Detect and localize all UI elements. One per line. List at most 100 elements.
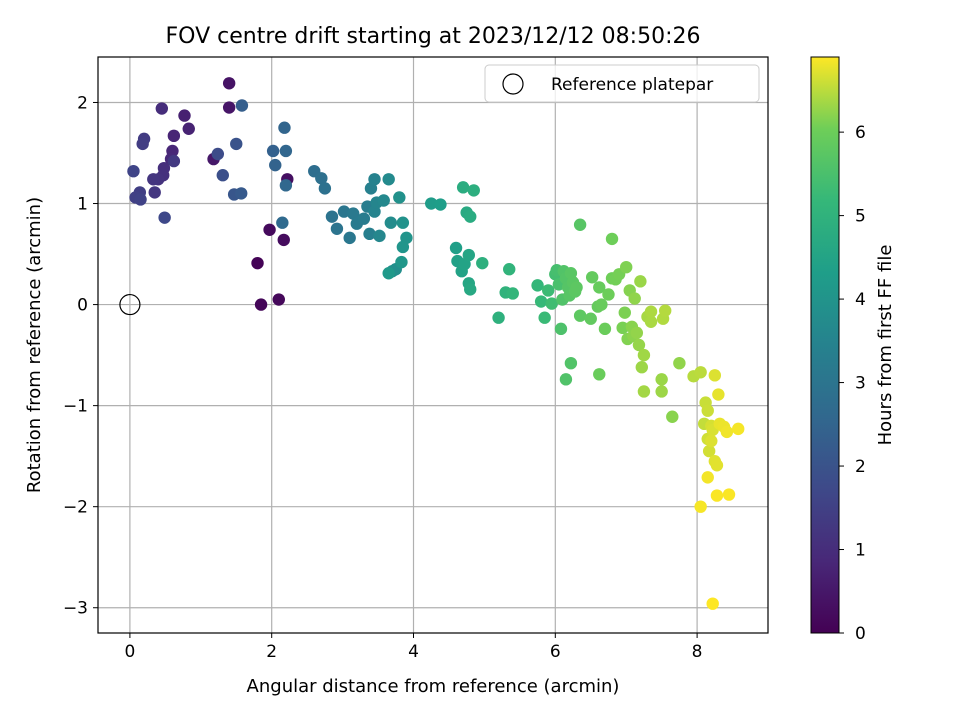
data-point — [585, 271, 599, 284]
data-point — [593, 281, 606, 294]
data-point — [396, 216, 410, 229]
y-axis-label: Rotation from reference (arcmin) — [24, 197, 45, 493]
data-point — [464, 283, 477, 296]
data-point — [637, 348, 651, 362]
data-point — [216, 169, 229, 182]
data-point — [330, 222, 344, 235]
data-point — [396, 240, 410, 254]
colorbar-tick-label: 5 — [855, 207, 866, 227]
data-point — [666, 410, 679, 423]
data-points — [119, 77, 745, 610]
reference-platepar-marker — [119, 293, 141, 316]
colorbar-tick-label: 1 — [855, 541, 866, 561]
data-point — [136, 137, 149, 151]
data-point — [564, 356, 578, 370]
data-point — [425, 197, 438, 210]
data-point — [635, 361, 648, 374]
data-point — [616, 321, 629, 335]
colorbar-tick-label: 2 — [855, 457, 866, 477]
data-point — [570, 281, 583, 294]
data-point — [705, 434, 718, 448]
data-point — [279, 144, 293, 158]
grid-lines — [98, 57, 768, 633]
data-point — [538, 311, 551, 324]
legend-box — [484, 64, 760, 103]
data-point — [456, 181, 470, 194]
data-point — [382, 173, 395, 186]
y-tick-label: −3 — [63, 599, 88, 619]
data-point — [598, 322, 612, 336]
data-point — [373, 229, 386, 243]
data-point — [211, 147, 225, 161]
y-tick-label: 2 — [77, 93, 88, 113]
data-point — [708, 369, 722, 382]
data-point — [357, 212, 371, 225]
data-point — [710, 489, 724, 502]
plot-frame — [97, 56, 769, 634]
data-point — [701, 404, 714, 417]
data-point — [347, 207, 360, 220]
data-point — [368, 173, 381, 186]
data-point — [706, 597, 719, 610]
data-point — [634, 275, 647, 288]
x-tick-label: 2 — [266, 642, 277, 662]
data-point — [276, 216, 289, 229]
x-tick-label: 8 — [692, 642, 703, 662]
data-point — [573, 218, 587, 231]
data-point — [254, 298, 268, 311]
data-point — [595, 298, 608, 311]
data-point — [492, 311, 505, 324]
data-point — [618, 306, 631, 319]
data-point — [637, 385, 651, 398]
colorbar-tick-label: 3 — [855, 374, 866, 394]
data-point — [148, 186, 161, 199]
data-point — [434, 198, 447, 211]
data-point — [673, 356, 686, 370]
data-point — [464, 210, 477, 223]
colorbar-gradient — [810, 56, 840, 634]
x-tick-label: 6 — [550, 642, 561, 662]
data-point — [573, 309, 587, 322]
data-point — [605, 232, 619, 246]
data-point — [554, 322, 568, 336]
data-point — [395, 255, 408, 269]
y-tick-label: 0 — [77, 296, 88, 316]
y-axis-ticks: −3 −2 −1 0 1 2 — [63, 93, 98, 619]
data-point — [235, 187, 248, 200]
data-point — [702, 444, 716, 458]
data-point — [559, 373, 573, 386]
x-axis-ticks: 0 2 4 6 8 — [124, 633, 703, 662]
data-point — [503, 263, 516, 276]
colorbar-tick-label: 6 — [855, 123, 866, 143]
data-point — [343, 231, 356, 245]
data-point — [449, 241, 463, 255]
data-point — [178, 109, 191, 122]
x-tick-label: 4 — [408, 642, 419, 662]
data-point — [710, 459, 724, 472]
x-tick-label: 0 — [124, 642, 135, 662]
data-point — [712, 388, 725, 401]
data-point — [134, 193, 147, 206]
data-point — [363, 227, 376, 241]
data-point — [318, 182, 332, 195]
data-point — [167, 129, 181, 143]
data-point — [251, 256, 264, 270]
y-tick-label: −2 — [63, 498, 88, 518]
data-point — [644, 315, 658, 328]
data-point — [542, 284, 555, 297]
colorbar-ticks: 0 1 2 3 4 5 6 — [839, 123, 866, 644]
colorbar-tick-label: 4 — [855, 290, 866, 310]
data-point — [462, 248, 476, 262]
data-point — [222, 77, 236, 90]
data-point — [230, 137, 243, 151]
data-point — [628, 292, 641, 305]
y-tick-label: −1 — [63, 397, 88, 417]
data-point — [620, 260, 633, 274]
data-point — [269, 158, 282, 172]
data-point — [632, 338, 646, 352]
legend-label: Reference platepar — [551, 75, 713, 95]
legend-hollow-circle-marker — [502, 73, 524, 95]
legend: Reference platepar — [484, 64, 760, 103]
data-point — [658, 304, 672, 317]
data-point — [644, 305, 658, 318]
